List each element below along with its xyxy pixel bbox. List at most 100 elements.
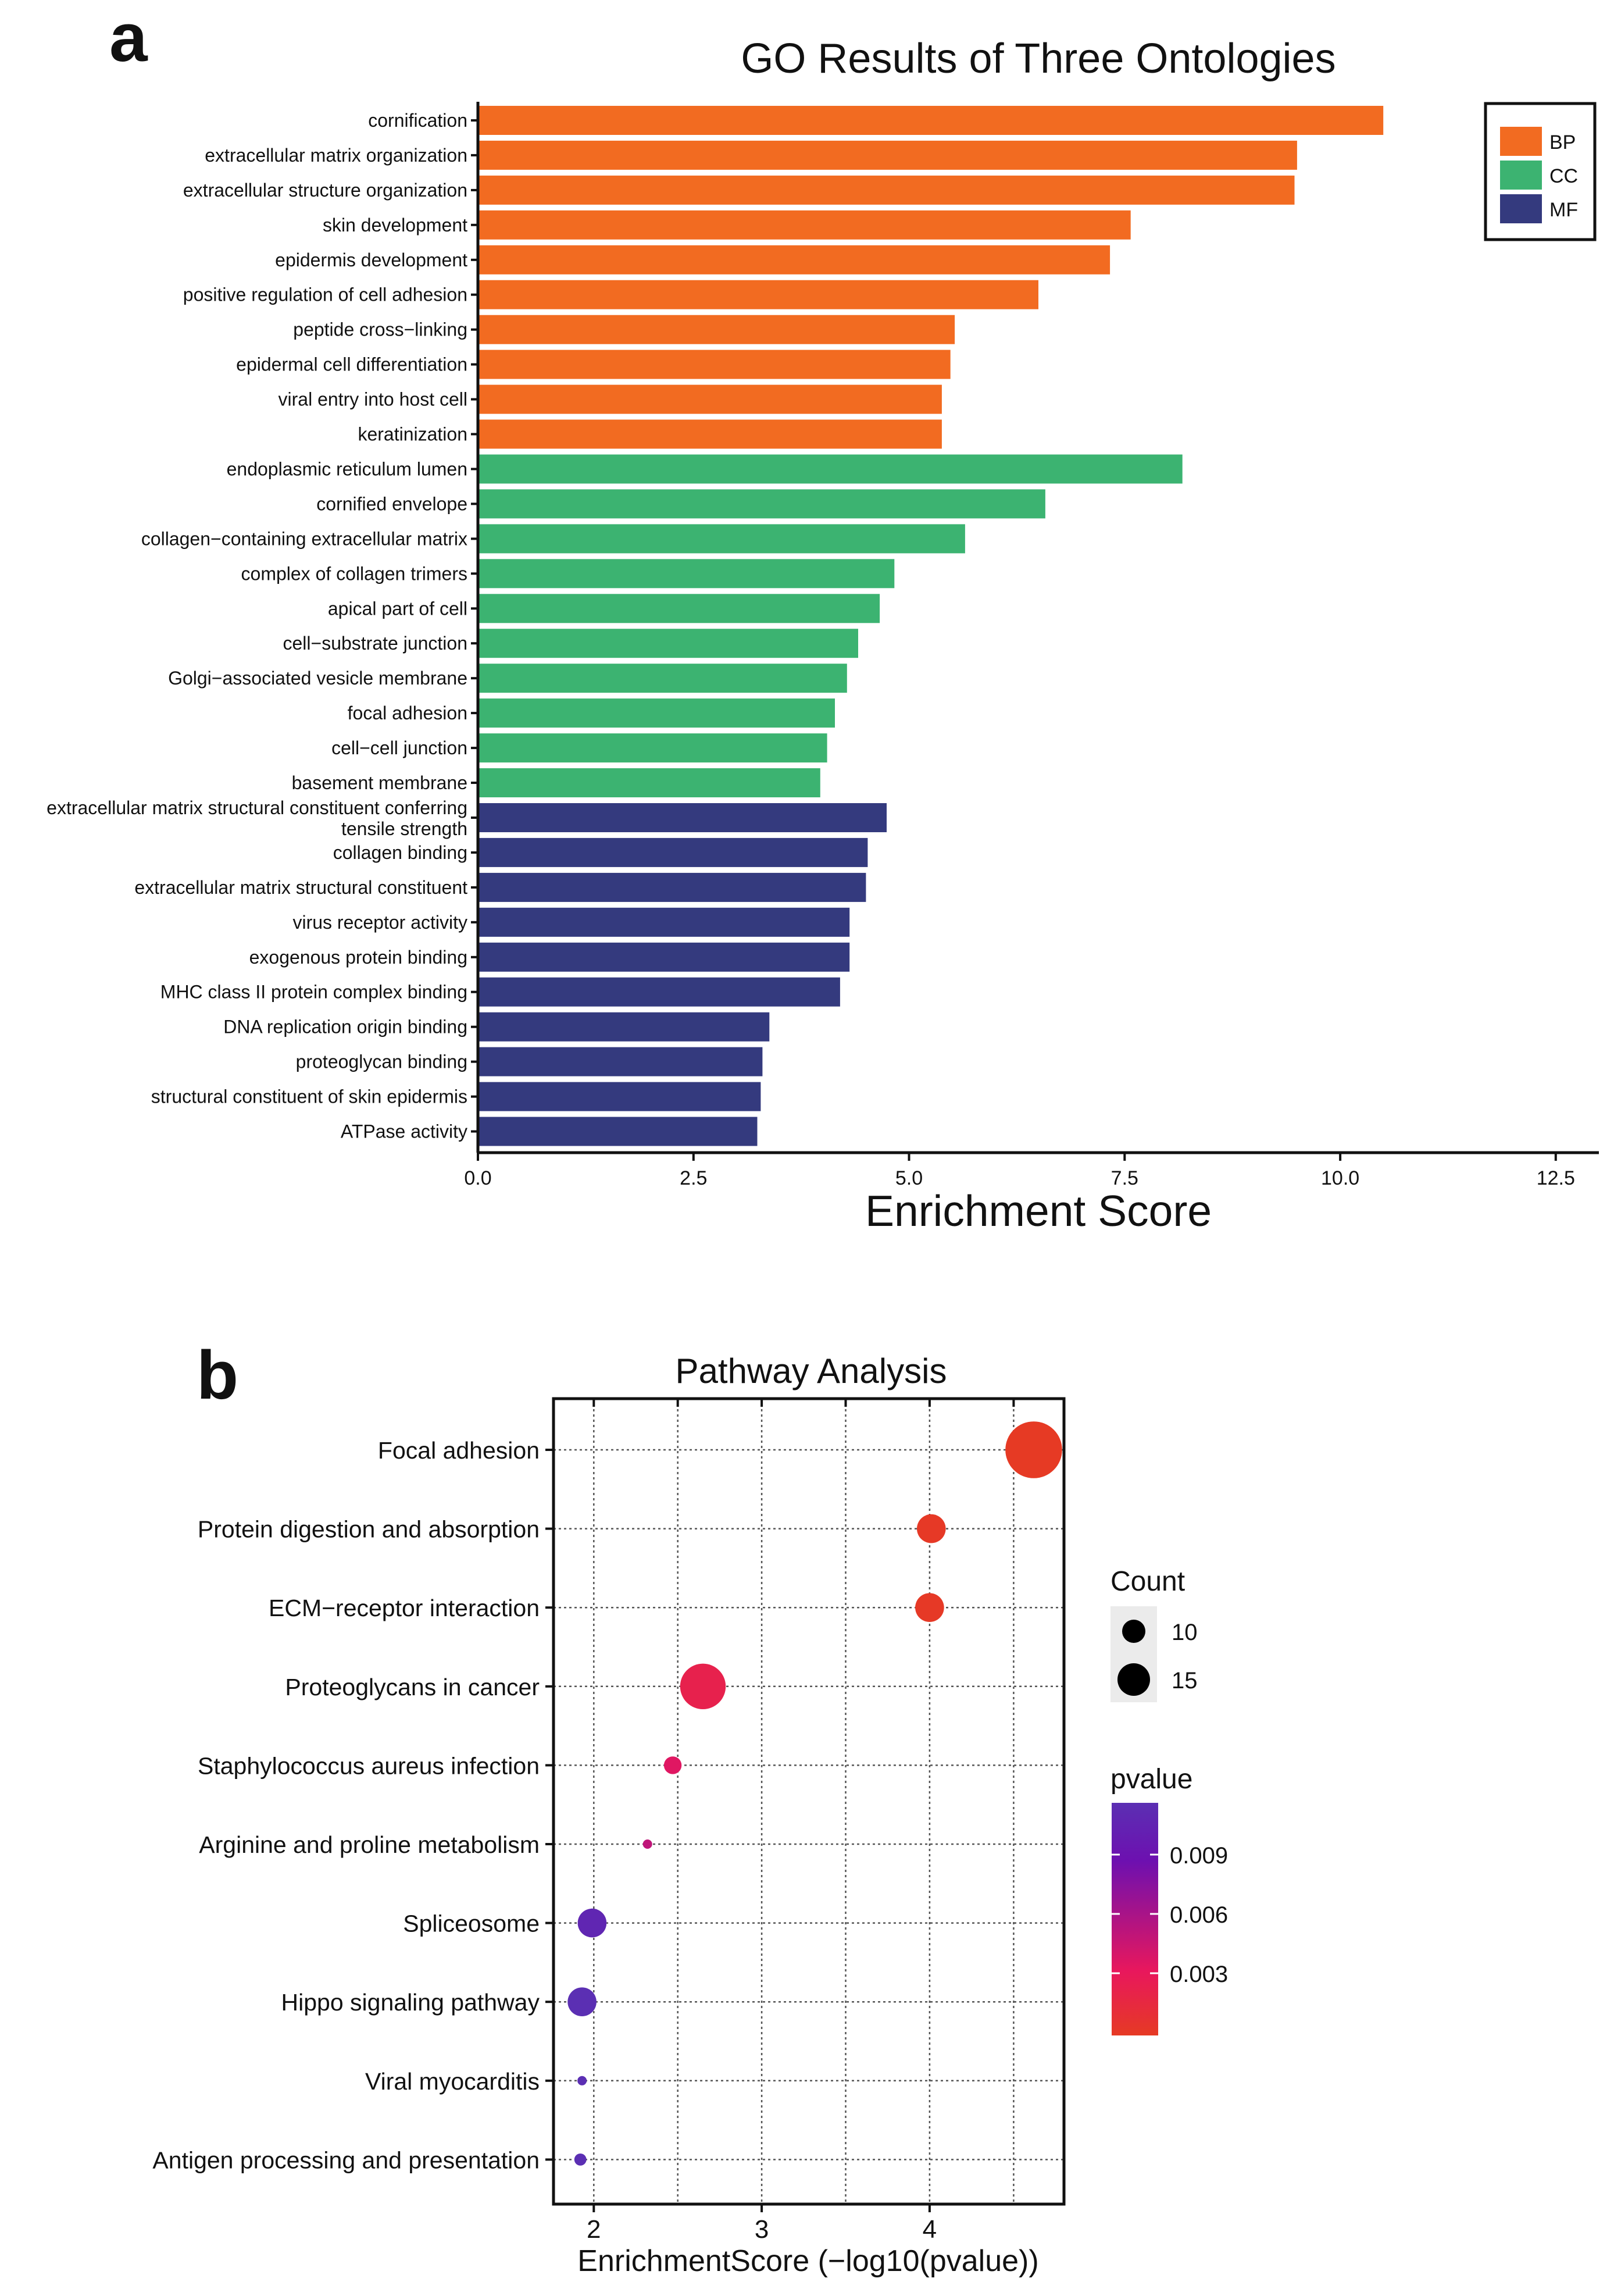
go-term-label: cornification (368, 110, 467, 131)
pathway-dot (680, 1663, 726, 1709)
pathway-label: Protein digestion and absorption (198, 1516, 540, 1543)
pathway-label: Viral myocarditis (365, 2068, 540, 2095)
go-term-label: extracellular matrix organization (205, 145, 467, 166)
pathway-label: Hippo signaling pathway (281, 1989, 540, 2016)
go-bar (478, 210, 1131, 240)
panel-a-letter: a (109, 0, 148, 76)
panel-b-letter: b (197, 1337, 238, 1414)
go-bar (478, 524, 965, 554)
x-tick-label: 4 (923, 2215, 937, 2244)
go-bar (478, 1117, 758, 1146)
pathway-dot (642, 1839, 652, 1849)
go-term-label: exogenous protein binding (249, 947, 467, 968)
count-legend-title: Count (1110, 1566, 1185, 1597)
go-bar (478, 872, 866, 902)
legend-label-mf: MF (1549, 199, 1578, 221)
pathway-dot (574, 2154, 587, 2166)
go-term-label-line: tensile strength (341, 818, 467, 839)
pathway-label: Antigen processing and presentation (152, 2147, 540, 2173)
count-legend-dot-15 (1117, 1663, 1150, 1696)
chart-b-title: Pathway Analysis (676, 1352, 947, 1391)
pvalue-legend: pvalue 0.009 0.006 0.003 (1110, 1764, 1228, 2035)
go-bar (478, 733, 827, 763)
go-bar (478, 489, 1045, 519)
go-term-label: positive regulation of cell adhesion (183, 284, 467, 305)
go-term-label: cornified envelope (316, 493, 467, 514)
chart-b-xlabel: EnrichmentScore (−log10(pvalue)) (577, 2244, 1038, 2278)
go-bar (478, 698, 835, 728)
pvalue-tick-0003: 0.003 (1170, 1962, 1228, 1987)
x-tick-label: 2 (587, 2215, 601, 2244)
go-term-label: ATPase activity (341, 1121, 467, 1142)
pathway-dot (917, 1514, 946, 1543)
chart-a-legend: BP CC MF (1484, 102, 1597, 241)
go-term-label: collagen−containing extracellular matrix (141, 528, 467, 549)
go-term-label: Golgi−associated vesicle membrane (168, 668, 467, 689)
go-bar (478, 1012, 770, 1042)
go-bar (478, 1082, 761, 1111)
go-bar (478, 629, 858, 658)
count-legend-label-10: 10 (1172, 1620, 1198, 1645)
pathway-dot (577, 1908, 607, 1938)
go-term-label: collagen binding (333, 842, 467, 863)
go-bar-chart: cornification extracellular matrix organi… (47, 102, 1599, 1189)
pvalue-tick-0009: 0.009 (1170, 1843, 1228, 1869)
go-bar (478, 454, 1183, 484)
go-term-label: extracellular matrix structural constitu… (134, 877, 467, 898)
pathway-label: Staphylococcus aureus infection (198, 1752, 540, 1779)
x-tick-label: 10.0 (1321, 1167, 1359, 1189)
go-bar (478, 140, 1297, 170)
go-bar (478, 803, 887, 832)
go-bar (478, 315, 955, 344)
go-bar (478, 977, 840, 1007)
pathway-label: Focal adhesion (378, 1437, 540, 1464)
legend-swatch-cc (1500, 161, 1542, 190)
go-term-label: cell−cell junction (331, 737, 467, 758)
go-term-label: apical part of cell (328, 598, 467, 619)
pvalue-legend-title: pvalue (1110, 1764, 1192, 1795)
x-tick-label: 5.0 (895, 1167, 923, 1189)
go-bar (478, 384, 942, 414)
pathway-label: Proteoglycans in cancer (285, 1674, 540, 1700)
x-tick-label: 2.5 (680, 1167, 707, 1189)
chart-a-xlabel: Enrichment Score (865, 1186, 1212, 1235)
go-bar (478, 837, 868, 867)
x-tick-label: 0.0 (464, 1167, 491, 1189)
go-term-label: complex of collagen trimers (241, 563, 467, 584)
go-term-label: endoplasmic reticulum lumen (227, 459, 467, 480)
count-legend: Count 10 15 (1110, 1566, 1198, 1702)
count-legend-label-15: 15 (1172, 1668, 1198, 1694)
go-term-label: basement membrane (292, 772, 467, 793)
go-term-label: focal adhesion (348, 703, 467, 723)
go-term-label: viral entry into host cell (278, 389, 467, 410)
go-term-label: virus receptor activity (292, 912, 467, 933)
legend-swatch-bp (1500, 127, 1542, 156)
chart-a-title: GO Results of Three Ontologies (741, 35, 1336, 82)
go-term-label: keratinization (358, 424, 467, 445)
go-term-label: extracellular matrix structural constitu… (47, 797, 467, 839)
count-legend-dot-10 (1122, 1620, 1145, 1643)
go-term-label: extracellular structure organization (183, 180, 467, 201)
pathway-dot (1005, 1421, 1062, 1478)
go-bar (478, 907, 850, 937)
go-bar (478, 664, 847, 693)
pvalue-tick-0006: 0.006 (1170, 1902, 1228, 1928)
go-term-label: MHC class II protein complex binding (160, 982, 467, 1003)
go-term-label: epidermal cell differentiation (236, 354, 467, 375)
go-bar (478, 245, 1110, 274)
pvalue-colorbar (1112, 1803, 1158, 2035)
go-bar (478, 106, 1384, 135)
go-term-label: proteoglycan binding (296, 1051, 467, 1072)
x-tick-label: 3 (755, 2215, 769, 2244)
legend-swatch-mf (1500, 194, 1542, 223)
go-term-label: DNA replication origin binding (223, 1017, 467, 1038)
go-bar (478, 768, 820, 797)
pathway-dot-chart: Focal adhesion Protein digestion and abso… (152, 1397, 1066, 2244)
x-tick-label: 12.5 (1537, 1167, 1575, 1189)
go-bar (478, 942, 850, 972)
plot-frame (552, 1397, 1066, 2206)
go-term-label: epidermis development (275, 249, 467, 270)
pathway-label: ECM−receptor interaction (269, 1595, 540, 1621)
legend-label-cc: CC (1549, 165, 1578, 187)
pathway-dot (567, 1987, 597, 2016)
